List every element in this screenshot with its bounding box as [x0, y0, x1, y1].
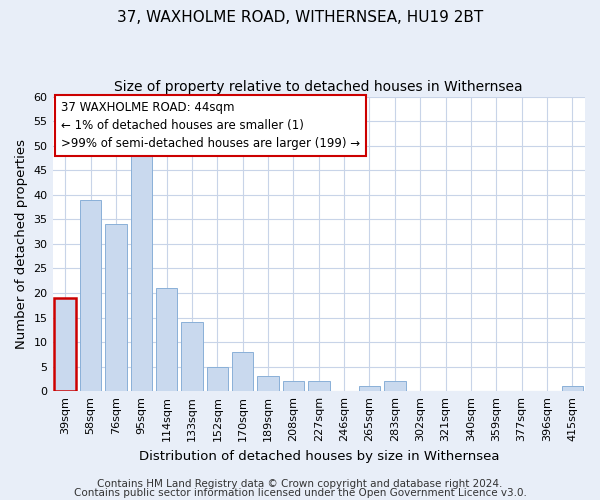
Bar [131, 150, 152, 391]
Bar [308, 382, 329, 391]
Text: Contains HM Land Registry data © Crown copyright and database right 2024.: Contains HM Land Registry data © Crown c… [97, 479, 503, 489]
Bar [283, 382, 304, 391]
Title: Size of property relative to detached houses in Withernsea: Size of property relative to detached ho… [115, 80, 523, 94]
Y-axis label: Number of detached properties: Number of detached properties [15, 139, 28, 349]
Bar [562, 386, 583, 391]
Bar [105, 224, 127, 391]
Bar [257, 376, 279, 391]
Bar [181, 322, 203, 391]
Bar [80, 200, 101, 391]
Bar [359, 386, 380, 391]
X-axis label: Distribution of detached houses by size in Withernsea: Distribution of detached houses by size … [139, 450, 499, 462]
Bar [156, 288, 178, 391]
Bar [55, 298, 76, 391]
Text: Contains public sector information licensed under the Open Government Licence v3: Contains public sector information licen… [74, 488, 526, 498]
Text: 37, WAXHOLME ROAD, WITHERNSEA, HU19 2BT: 37, WAXHOLME ROAD, WITHERNSEA, HU19 2BT [117, 10, 483, 25]
Bar [384, 382, 406, 391]
Bar [232, 352, 253, 391]
Bar [206, 366, 228, 391]
Text: 37 WAXHOLME ROAD: 44sqm
← 1% of detached houses are smaller (1)
>99% of semi-det: 37 WAXHOLME ROAD: 44sqm ← 1% of detached… [61, 101, 359, 150]
